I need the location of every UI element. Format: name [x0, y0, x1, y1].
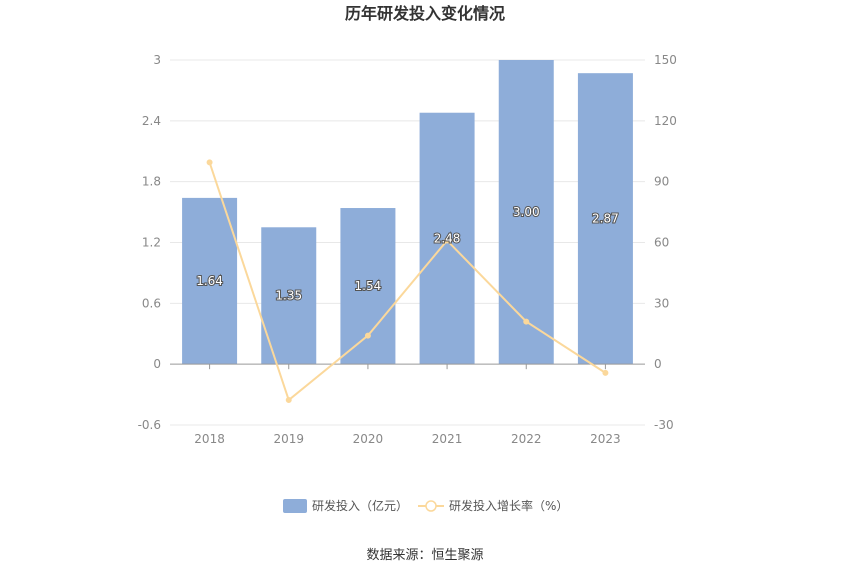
- x-tick-label: 2018: [194, 432, 225, 446]
- right-tick-label: 90: [654, 175, 669, 189]
- line-series: [206, 159, 609, 404]
- bar: [498, 60, 554, 365]
- bar-value-label: 3.00: [513, 205, 540, 219]
- legend: 研发投入（亿元） 研发投入增长率（%）: [283, 498, 568, 513]
- right-tick-label: 150: [654, 53, 677, 67]
- left-tick-label: 1.2: [142, 236, 161, 250]
- left-tick-label: 2.4: [142, 114, 161, 128]
- legend-line-label[interactable]: 研发投入增长率（%）: [449, 498, 568, 513]
- growth-rate-point: [602, 369, 609, 376]
- left-axis-ticks: -0.6 0 0.6 1.2 1.8 2.4 3: [138, 53, 161, 432]
- right-tick-label: -30: [654, 418, 674, 432]
- legend-bar-swatch[interactable]: [283, 499, 307, 513]
- growth-rate-point: [444, 237, 451, 244]
- left-tick-label: 1.8: [142, 175, 161, 189]
- grid-lines: [170, 59, 645, 426]
- bar-value-label: 2.48: [434, 231, 461, 245]
- x-axis: [170, 363, 645, 370]
- x-tick-label: 2020: [353, 432, 384, 446]
- bar: [182, 197, 238, 365]
- right-tick-label: 60: [654, 236, 669, 250]
- growth-rate-point: [364, 332, 371, 339]
- x-tick-label: 2023: [590, 432, 621, 446]
- chart-title: 历年研发投入变化情况: [345, 4, 505, 23]
- bar: [261, 227, 317, 365]
- legend-line-marker[interactable]: [425, 500, 437, 512]
- bar-value-label: 2.87: [592, 212, 619, 226]
- right-tick-label: 120: [654, 114, 677, 128]
- source-text: 数据来源：恒生聚源: [366, 548, 483, 563]
- growth-rate-point: [285, 397, 292, 404]
- left-tick-label: 0.6: [142, 296, 161, 310]
- bar-value-label: 1.54: [355, 279, 382, 293]
- left-tick-label: 3: [153, 53, 161, 67]
- right-tick-label: 30: [654, 296, 669, 310]
- x-tick-label: 2019: [273, 432, 304, 446]
- bar: [577, 73, 633, 365]
- x-tick-label: 2021: [432, 432, 463, 446]
- bar-value-label: 1.64: [196, 274, 223, 288]
- left-tick-label: -0.6: [138, 418, 161, 432]
- left-tick-label: 0: [153, 357, 161, 371]
- legend-bar-label[interactable]: 研发投入（亿元）: [312, 498, 408, 513]
- bar-value-label: 1.35: [275, 289, 302, 303]
- x-axis-ticks: 2018 2019 2020 2021 2022 2023: [194, 432, 620, 446]
- bar-series: [182, 60, 633, 365]
- right-tick-label: 0: [654, 357, 662, 371]
- growth-rate-line: [208, 162, 606, 402]
- growth-rate-point: [523, 318, 530, 325]
- right-axis-ticks: -30 0 30 60 90 120 150: [654, 53, 677, 432]
- growth-rate-point: [206, 159, 213, 166]
- bar-data-labels: 1.64 1.35 1.54 2.48 3.00 2.87: [195, 204, 620, 304]
- x-tick-label: 2022: [511, 432, 542, 446]
